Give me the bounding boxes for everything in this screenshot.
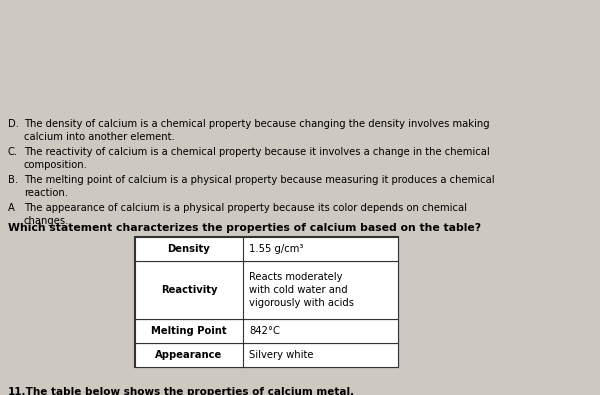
Text: The density of calcium is a chemical property because changing the density invol: The density of calcium is a chemical pro… <box>24 119 490 142</box>
Bar <box>135 261 398 319</box>
Bar <box>135 343 398 367</box>
Text: C.: C. <box>8 147 18 157</box>
Text: B.: B. <box>8 175 18 185</box>
Text: 1.55 g/cm³: 1.55 g/cm³ <box>249 244 304 254</box>
Text: 842°C: 842°C <box>249 326 280 336</box>
Text: 11.: 11. <box>8 387 26 395</box>
Text: D.: D. <box>8 119 19 129</box>
Text: The table below shows the properties of calcium metal.: The table below shows the properties of … <box>22 387 354 395</box>
Bar <box>135 237 398 261</box>
Text: A: A <box>8 203 15 213</box>
Bar <box>135 319 398 343</box>
Text: Silvery white: Silvery white <box>249 350 314 360</box>
Text: The reactivity of calcium is a chemical property because it involves a change in: The reactivity of calcium is a chemical … <box>24 147 490 170</box>
Text: Appearance: Appearance <box>155 350 223 360</box>
Text: The appearance of calcium is a physical property because its color depends on ch: The appearance of calcium is a physical … <box>24 203 467 226</box>
Text: Reactivity: Reactivity <box>161 285 217 295</box>
Text: Which statement characterizes the properties of calcium based on the table?: Which statement characterizes the proper… <box>8 223 481 233</box>
Text: Reacts moderately
with cold water and
vigorously with acids: Reacts moderately with cold water and vi… <box>249 272 354 308</box>
Bar <box>135 237 398 367</box>
Text: Density: Density <box>167 244 211 254</box>
Text: Melting Point: Melting Point <box>151 326 227 336</box>
Text: The melting point of calcium is a physical property because measuring it produce: The melting point of calcium is a physic… <box>24 175 494 198</box>
